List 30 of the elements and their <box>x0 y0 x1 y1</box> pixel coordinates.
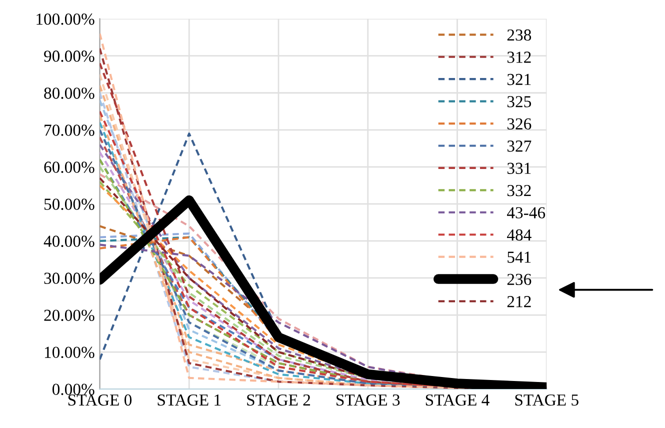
y-tick-label: 70.00% <box>44 124 94 136</box>
legend-label: 236 <box>507 274 532 286</box>
x-tick-label: STAGE 2 <box>247 394 310 406</box>
legend-label: 332 <box>507 184 531 196</box>
legend-label: 238 <box>507 29 532 41</box>
y-tick-label: 40.00% <box>44 236 94 247</box>
x-tick-label: STAGE 5 <box>515 394 578 406</box>
x-tick-label: STAGE 3 <box>336 394 400 406</box>
y-tick-label: 20.00% <box>44 310 94 322</box>
y-tick-label: 30.00% <box>44 272 94 284</box>
legend-label: 212 <box>507 296 531 308</box>
y-tick-label: 90.00% <box>44 50 94 62</box>
legend-label: 43-46 <box>507 207 546 218</box>
y-tick-label: 0.00% <box>52 384 94 396</box>
legend-label: 327 <box>507 140 532 152</box>
legend-label: 312 <box>507 52 531 63</box>
legend-label: 331 <box>507 162 531 174</box>
y-tick-label: 60.00% <box>44 162 94 173</box>
y-tick-label: 80.00% <box>44 88 94 99</box>
legend-label: 541 <box>508 252 531 263</box>
y-tick-label: 50.00% <box>44 198 94 210</box>
y-tick-label: 100.00% <box>36 14 94 25</box>
y-tick-label: 10.00% <box>44 346 94 358</box>
x-tick-label: STAGE 1 <box>158 394 221 406</box>
legend-label: 326 <box>507 118 532 130</box>
x-tick-label: STAGE 4 <box>426 394 490 406</box>
legend-label: 484 <box>507 229 532 241</box>
legend-label: 325 <box>507 96 532 108</box>
x-tick-label: STAGE 0 <box>68 394 132 406</box>
legend-label: 321 <box>507 74 531 86</box>
